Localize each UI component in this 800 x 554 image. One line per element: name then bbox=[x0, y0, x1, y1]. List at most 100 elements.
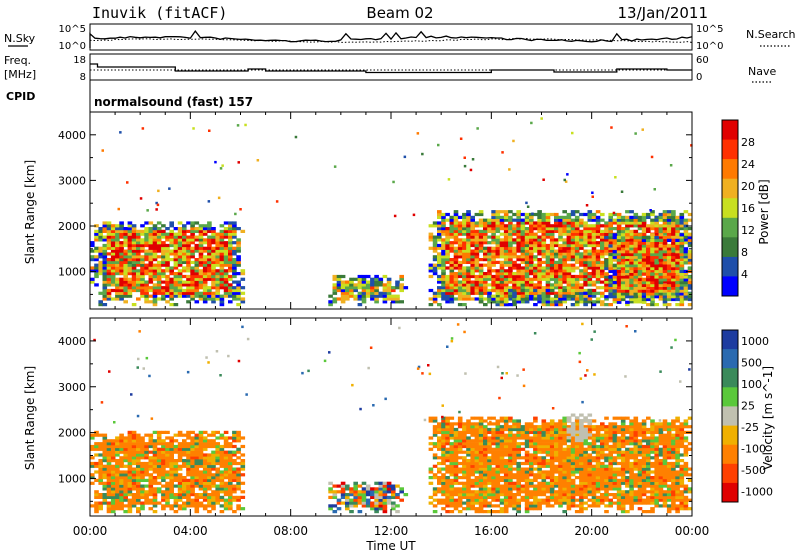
heatmap-cell bbox=[566, 243, 572, 248]
heatmap-cell bbox=[540, 117, 543, 120]
heatmap-cell bbox=[650, 272, 655, 276]
heatmap-cell bbox=[453, 288, 459, 293]
heatmap-cell bbox=[495, 229, 501, 233]
heatmap-cell bbox=[194, 444, 200, 449]
heatmap-cell bbox=[378, 504, 384, 508]
heatmap-cell bbox=[604, 252, 609, 256]
heatmap-cell bbox=[219, 238, 225, 242]
heatmap-cell bbox=[228, 490, 233, 494]
heatmap-cell bbox=[583, 249, 588, 253]
heatmap-cell bbox=[110, 459, 116, 463]
heatmap-cell bbox=[349, 501, 354, 505]
heatmap-cell bbox=[587, 280, 593, 284]
heatmap-cell bbox=[94, 447, 99, 451]
heatmap-cell bbox=[591, 232, 597, 236]
heatmap-cell bbox=[340, 493, 346, 497]
heatmap-cell bbox=[190, 461, 195, 466]
heatmap-cell bbox=[144, 501, 149, 505]
heatmap-cell bbox=[574, 266, 580, 270]
heatmap-cell bbox=[508, 447, 513, 451]
heatmap-cell bbox=[240, 507, 246, 511]
heatmap-cell bbox=[202, 490, 208, 494]
heatmap-cell bbox=[604, 258, 609, 262]
heatmap-cell bbox=[453, 430, 459, 434]
heatmap-cell bbox=[374, 291, 379, 295]
heatmap-cell bbox=[633, 289, 639, 293]
heatmap-cell bbox=[512, 476, 517, 480]
heatmap-cell bbox=[136, 436, 141, 440]
heatmap-cell bbox=[620, 215, 626, 219]
heatmap-cell bbox=[136, 481, 141, 485]
heatmap-cell bbox=[574, 291, 580, 295]
heatmap-cell bbox=[503, 238, 509, 242]
heatmap-cell bbox=[583, 297, 588, 301]
heatmap-cell bbox=[228, 464, 233, 468]
heatmap-cell bbox=[524, 300, 530, 304]
heatmap-cell bbox=[457, 274, 463, 279]
heatmap-cell bbox=[503, 478, 509, 482]
heatmap-cell bbox=[478, 504, 484, 508]
heatmap-cell bbox=[566, 266, 572, 270]
heatmap-cell bbox=[211, 461, 216, 466]
heatmap-cell bbox=[357, 490, 363, 494]
heatmap-cell bbox=[503, 218, 509, 222]
heatmap-cell bbox=[215, 461, 220, 466]
heatmap-cell bbox=[574, 246, 580, 250]
heatmap-cell bbox=[169, 507, 174, 511]
heatmap-cell bbox=[140, 294, 145, 298]
heatmap-cell bbox=[499, 450, 505, 454]
heatmap-cell bbox=[520, 249, 526, 253]
heatmap-cell bbox=[357, 484, 363, 488]
heatmap-cell bbox=[127, 235, 133, 239]
heatmap-cell bbox=[646, 289, 651, 293]
heatmap-cell bbox=[537, 221, 542, 225]
heatmap-cell bbox=[131, 498, 137, 502]
heatmap-cell bbox=[194, 504, 200, 508]
heatmap-cell bbox=[612, 250, 618, 254]
heatmap-cell bbox=[679, 275, 685, 279]
heatmap-cell bbox=[554, 272, 559, 276]
heatmap-cell bbox=[508, 269, 513, 273]
heatmap-cell bbox=[549, 224, 555, 228]
heatmap-cell bbox=[110, 447, 116, 451]
heatmap-cell bbox=[457, 439, 463, 443]
heatmap-cell bbox=[223, 263, 229, 267]
heatmap-cell bbox=[119, 476, 124, 480]
heatmap-cell bbox=[190, 246, 195, 250]
heatmap-cell bbox=[211, 269, 216, 273]
heatmap-cell bbox=[182, 266, 187, 270]
heatmap-cell bbox=[127, 232, 133, 236]
heatmap-cell bbox=[228, 221, 233, 225]
heatmap-cell bbox=[620, 278, 626, 282]
heatmap-cell bbox=[641, 241, 647, 245]
heatmap-cell bbox=[177, 235, 183, 239]
heatmap-cell bbox=[148, 227, 154, 231]
heatmap-cell bbox=[182, 224, 187, 228]
heatmap-cell bbox=[437, 243, 442, 248]
heatmap-cell bbox=[666, 292, 672, 296]
heatmap-cell bbox=[119, 221, 124, 225]
heatmap-cell bbox=[583, 294, 588, 298]
heatmap-cell bbox=[650, 250, 655, 254]
heatmap-cell bbox=[148, 258, 154, 262]
heatmap-cell bbox=[152, 464, 158, 468]
heatmap-cell bbox=[156, 450, 162, 454]
heatmap-cell bbox=[182, 252, 187, 256]
heatmap-cell bbox=[441, 241, 446, 245]
heatmap-cell bbox=[478, 470, 484, 474]
heatmap-cell bbox=[115, 229, 120, 233]
heatmap-cell bbox=[110, 263, 116, 267]
heatmap-cell bbox=[462, 274, 467, 279]
heatmap-cell bbox=[520, 212, 526, 217]
heatmap-cell bbox=[457, 493, 463, 497]
heatmap-cell bbox=[123, 495, 128, 499]
heatmap-cell bbox=[474, 269, 480, 273]
heatmap-cell bbox=[512, 227, 517, 231]
heatmap-cell bbox=[541, 232, 547, 236]
heatmap-cell bbox=[217, 196, 221, 200]
heatmap-cell bbox=[403, 493, 409, 497]
heatmap-cell bbox=[591, 252, 597, 256]
heatmap-cell bbox=[608, 286, 613, 290]
heatmap-cell bbox=[650, 286, 655, 290]
heatmap-cell bbox=[679, 281, 685, 285]
